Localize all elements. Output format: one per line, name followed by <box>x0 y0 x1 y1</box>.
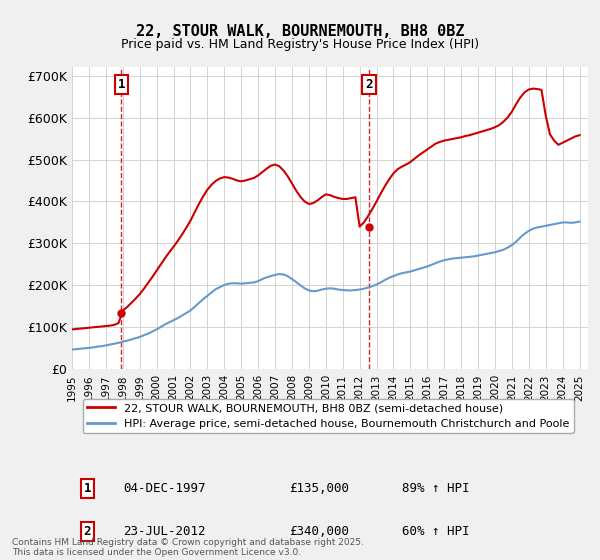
Text: 60% ↑ HPI: 60% ↑ HPI <box>402 525 470 538</box>
Text: 89% ↑ HPI: 89% ↑ HPI <box>402 482 470 494</box>
Text: 2: 2 <box>365 78 373 91</box>
Text: £340,000: £340,000 <box>289 525 349 538</box>
Legend: 22, STOUR WALK, BOURNEMOUTH, BH8 0BZ (semi-detached house), HPI: Average price, : 22, STOUR WALK, BOURNEMOUTH, BH8 0BZ (se… <box>83 399 574 433</box>
Text: 2: 2 <box>84 525 91 538</box>
Text: 04-DEC-1997: 04-DEC-1997 <box>124 482 206 494</box>
Text: 1: 1 <box>118 78 125 91</box>
Text: Price paid vs. HM Land Registry's House Price Index (HPI): Price paid vs. HM Land Registry's House … <box>121 38 479 51</box>
Text: 1: 1 <box>84 482 91 494</box>
Text: 22, STOUR WALK, BOURNEMOUTH, BH8 0BZ: 22, STOUR WALK, BOURNEMOUTH, BH8 0BZ <box>136 24 464 39</box>
Text: £135,000: £135,000 <box>289 482 349 494</box>
Text: Contains HM Land Registry data © Crown copyright and database right 2025.
This d: Contains HM Land Registry data © Crown c… <box>12 538 364 557</box>
Text: 23-JUL-2012: 23-JUL-2012 <box>124 525 206 538</box>
